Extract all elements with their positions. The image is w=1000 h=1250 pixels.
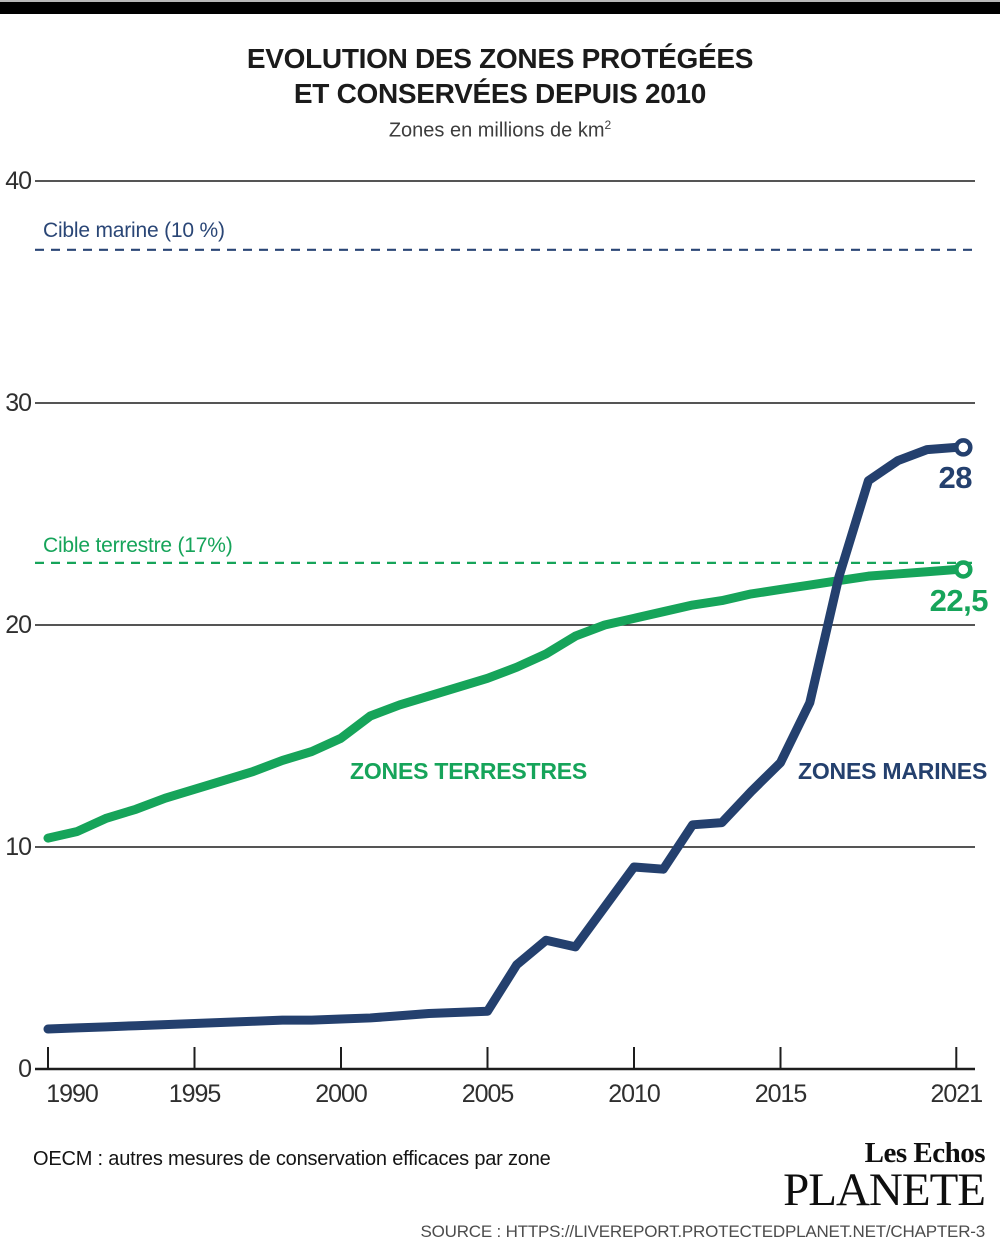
logo-les-echos: Les Echos (864, 1137, 986, 1169)
page-title-line2: ET CONSERVÉES DEPUIS 2010 (293, 78, 707, 109)
source-credit: SOURCE : HTTPS://LIVEREPORT.PROTECTEDPLA… (420, 1222, 985, 1241)
chart-subtitle: Zones en millions de km2 (388, 118, 612, 142)
x-axis-label-2010: 2010 (608, 1080, 661, 1108)
y-axis-label-40: 40 (5, 167, 32, 195)
y-axis-label-0: 0 (18, 1055, 32, 1083)
x-axis-label-2015: 2015 (754, 1080, 808, 1108)
series-label-zones-terrestres: ZONES TERRESTRES (350, 758, 588, 784)
y-axis-label-20: 20 (5, 611, 32, 639)
y-axis-label-10: 10 (5, 833, 32, 861)
end-value-marines: 28 (938, 460, 973, 495)
series-endpoint-1 (954, 438, 973, 457)
series-line-1 (43, 442, 961, 1034)
series-endpoint-0 (954, 560, 973, 579)
x-axis-label-2021: 2021 (930, 1080, 983, 1108)
les-echos-planete-logo: Les Echos PLANETE (783, 1137, 986, 1216)
oecm-footnote: OECM : autres mesures de conservation ef… (33, 1148, 551, 1170)
subtitle-exponent: 2 (604, 118, 612, 132)
y-axis-label-30: 30 (5, 389, 32, 417)
series-label-zones-marines: ZONES MARINES (798, 758, 988, 784)
header: EVOLUTION DES ZONES PROTÉGÉES ET CONSERV… (0, 41, 1000, 143)
target-label-terrestre: Cible terrestre (17%) (43, 534, 233, 557)
x-axis-label-1990: 1990 (46, 1080, 99, 1108)
end-value-terrestres: 22,5 (929, 583, 989, 618)
target-label-marine: Cible marine (10 %) (43, 219, 225, 242)
page-title-line1: EVOLUTION DES ZONES PROTÉGÉES (246, 43, 754, 74)
series-line-0 (43, 565, 961, 843)
top-bar (0, 0, 1000, 14)
x-axis-label-2000: 2000 (315, 1080, 368, 1108)
x-axis-label-2005: 2005 (461, 1080, 515, 1108)
logo-planete: PLANETE (783, 1164, 986, 1216)
x-axis-label-1995: 1995 (168, 1080, 222, 1108)
